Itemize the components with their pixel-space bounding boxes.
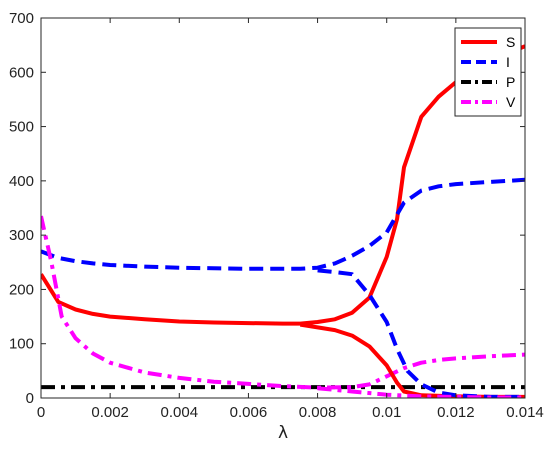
x-axis-title: λ (278, 423, 288, 443)
x-tick-label: 0.01 (372, 404, 401, 421)
x-tick-label: 0 (37, 404, 45, 421)
legend-label-v: V (506, 94, 516, 110)
plot-frame (40, 17, 526, 399)
series-layer (41, 44, 525, 398)
series-line-s (41, 44, 525, 326)
legend-label-s: S (506, 34, 515, 50)
y-tick-label: 300 (9, 227, 34, 244)
y-tick-label: 500 (9, 119, 34, 136)
tick-layer: 0 0.002 0.004 0.006 0.008 0.01 0.012 0.014 0 100 2… (9, 10, 544, 421)
plot-background (41, 18, 525, 398)
x-tick-label: 0.008 (299, 404, 337, 421)
x-tick-label: 0.002 (91, 404, 129, 421)
legend-label-p: P (506, 74, 515, 90)
x-tick-label: 0.014 (506, 404, 544, 421)
x-tick-label: 0.004 (161, 404, 199, 421)
y-tick-label: 0 (26, 390, 34, 407)
y-tick-label: 700 (9, 10, 34, 27)
y-tick-label: 100 (9, 336, 34, 353)
legend-label-i: I (506, 54, 510, 70)
x-tick-label: 0.006 (230, 404, 268, 421)
y-tick-label: 200 (9, 281, 34, 298)
series-line-branch-4 (299, 322, 525, 398)
y-tick-label: 600 (9, 64, 34, 81)
series-line-branch-5 (317, 268, 525, 398)
y-tick-label: 400 (9, 173, 34, 190)
series-line-v (41, 215, 525, 390)
x-tick-label: 0.012 (437, 404, 475, 421)
series-line-i (41, 177, 525, 271)
